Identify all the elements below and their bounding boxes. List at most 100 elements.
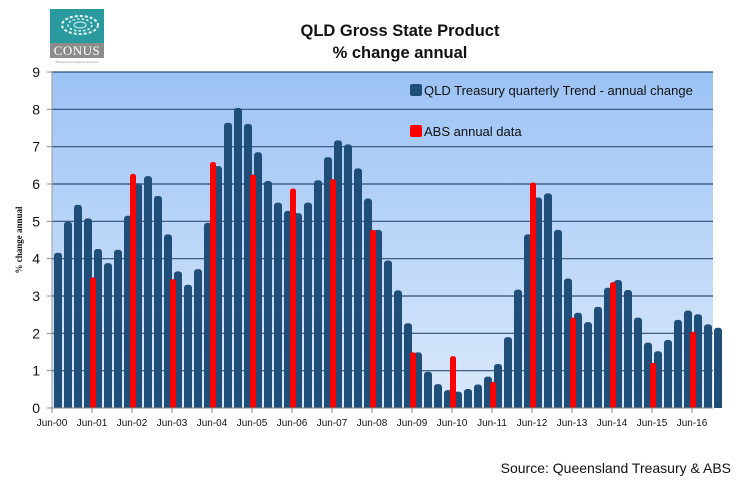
bar-qld-treasury-base bbox=[284, 214, 292, 408]
bar-abs-annual bbox=[370, 229, 376, 408]
x-tick-label: Jun-16 bbox=[677, 418, 708, 429]
bar-abs-annual bbox=[170, 279, 176, 408]
conus-logo: CONUS Business Consultancy Services bbox=[50, 9, 104, 64]
bar-qld-treasury-base bbox=[114, 253, 122, 408]
bar-qld-treasury-base bbox=[584, 326, 592, 408]
bar-qld-treasury-base bbox=[564, 282, 572, 408]
x-tick-label: Jun-13 bbox=[557, 418, 588, 429]
bar-qld-treasury-base bbox=[394, 294, 402, 408]
bar-qld-treasury-base bbox=[124, 219, 132, 408]
y-tick-label: 3 bbox=[32, 288, 40, 304]
bar-qld-treasury-base bbox=[484, 380, 492, 408]
chart-title-block: QLD Gross State Product % change annual bbox=[250, 20, 550, 64]
bar-abs-annual bbox=[650, 362, 656, 408]
x-tick-label: Jun-00 bbox=[37, 418, 68, 429]
x-tick-label: Jun-04 bbox=[197, 418, 228, 429]
x-tick-label: Jun-15 bbox=[637, 418, 668, 429]
bar-qld-treasury-base bbox=[534, 201, 542, 408]
bar-qld-treasury-base bbox=[664, 344, 672, 408]
bar-abs-annual bbox=[490, 381, 496, 408]
bar-qld-treasury-base bbox=[644, 346, 652, 408]
bar-qld-treasury-base bbox=[424, 375, 432, 408]
bar-abs-annual bbox=[330, 179, 336, 408]
bar-qld-treasury-base bbox=[324, 161, 332, 408]
bar-qld-treasury-base bbox=[184, 288, 192, 408]
bar-qld-treasury-base bbox=[334, 144, 342, 408]
source-note: Source: Queensland Treasury & ABS bbox=[500, 460, 731, 476]
bar-abs-annual bbox=[130, 173, 136, 408]
x-tick-label: Jun-02 bbox=[117, 418, 148, 429]
bar-qld-treasury-base bbox=[574, 316, 582, 408]
bar-qld-treasury-base bbox=[684, 314, 692, 408]
bar-qld-treasury-base bbox=[704, 328, 712, 408]
bar-qld-treasury-base bbox=[244, 127, 252, 408]
bar-qld-treasury-base bbox=[714, 331, 722, 408]
bar-abs-annual bbox=[90, 277, 96, 408]
y-tick-label: 6 bbox=[32, 176, 40, 192]
x-tick-label: Jun-06 bbox=[277, 418, 308, 429]
x-tick-label: Jun-14 bbox=[597, 418, 628, 429]
bar-qld-treasury-base bbox=[304, 206, 312, 408]
bar-qld-treasury-base bbox=[604, 291, 612, 408]
bar-qld-treasury-base bbox=[174, 275, 182, 408]
bar-qld-treasury-base bbox=[654, 355, 662, 408]
bar-qld-treasury-base bbox=[264, 185, 272, 408]
x-tick-label: Jun-09 bbox=[397, 418, 428, 429]
logo-swirl-icon bbox=[50, 9, 104, 43]
x-tick-label: Jun-08 bbox=[357, 418, 388, 429]
y-tick-label: 5 bbox=[32, 213, 40, 229]
bar-qld-treasury-base bbox=[504, 341, 512, 408]
bar-abs-annual bbox=[570, 317, 576, 408]
bar-qld-treasury-base bbox=[464, 392, 472, 408]
x-tick-label: Jun-11 bbox=[477, 418, 507, 429]
logo-tagline: Business Consultancy Services bbox=[56, 60, 98, 64]
bar-qld-treasury-base bbox=[694, 318, 702, 408]
y-tick-label: 9 bbox=[32, 64, 40, 80]
bar-abs-annual bbox=[410, 352, 416, 408]
bar-abs-annual bbox=[250, 174, 256, 408]
bar-qld-treasury-base bbox=[234, 111, 242, 408]
y-tick-label: 2 bbox=[32, 325, 40, 341]
bar-qld-treasury-base bbox=[84, 222, 92, 408]
bar-qld-treasury-base bbox=[364, 202, 372, 408]
legend-label: QLD Treasury quarterly Trend - annual ch… bbox=[424, 83, 693, 98]
bar-qld-treasury-base bbox=[274, 206, 282, 408]
y-axis-label: % change annual bbox=[14, 206, 24, 274]
bar-qld-treasury-base bbox=[444, 394, 452, 408]
bar-qld-treasury-base bbox=[54, 256, 62, 408]
bar-abs-annual bbox=[690, 331, 696, 408]
bar-abs-annual bbox=[530, 182, 536, 408]
bar-abs-annual bbox=[290, 188, 296, 408]
plot-area bbox=[52, 72, 713, 408]
bar-abs-annual bbox=[610, 282, 616, 408]
bar-qld-treasury-base bbox=[674, 323, 682, 408]
bar-qld-treasury-base bbox=[414, 356, 422, 408]
bar-qld-treasury-base bbox=[554, 233, 562, 408]
x-tick-label: Jun-07 bbox=[317, 418, 348, 429]
bar-qld-treasury-base bbox=[344, 148, 352, 408]
bar-qld-treasury-base bbox=[544, 197, 552, 408]
bar-qld-treasury-base bbox=[354, 172, 362, 408]
bar-qld-treasury-base bbox=[494, 367, 502, 408]
bar-qld-treasury-base bbox=[614, 283, 622, 408]
y-tick-label: 8 bbox=[32, 101, 40, 117]
bar-qld-treasury-base bbox=[454, 395, 462, 408]
legend: QLD Treasury quarterly Trend - annual ch… bbox=[410, 83, 693, 139]
x-tick-label: Jun-10 bbox=[437, 418, 468, 429]
bar-qld-treasury-base bbox=[74, 208, 82, 408]
x-tick-label: Jun-05 bbox=[237, 418, 268, 429]
bar-qld-treasury-base bbox=[154, 199, 162, 408]
x-tick-label: Jun-03 bbox=[157, 418, 188, 429]
y-tick-label: 7 bbox=[32, 139, 40, 155]
bar-abs-annual bbox=[450, 356, 456, 408]
bar-qld-treasury-base bbox=[164, 238, 172, 408]
gridlines bbox=[52, 71, 713, 372]
bar-qld-treasury-base bbox=[524, 238, 532, 408]
x-tick-label: Jun-12 bbox=[517, 418, 548, 429]
bar-qld-treasury-base bbox=[474, 388, 482, 408]
bars bbox=[54, 107, 722, 409]
bar-qld-treasury-base bbox=[144, 180, 152, 408]
bar-qld-treasury-base bbox=[94, 252, 102, 408]
bar-qld-treasury-base bbox=[134, 187, 142, 408]
